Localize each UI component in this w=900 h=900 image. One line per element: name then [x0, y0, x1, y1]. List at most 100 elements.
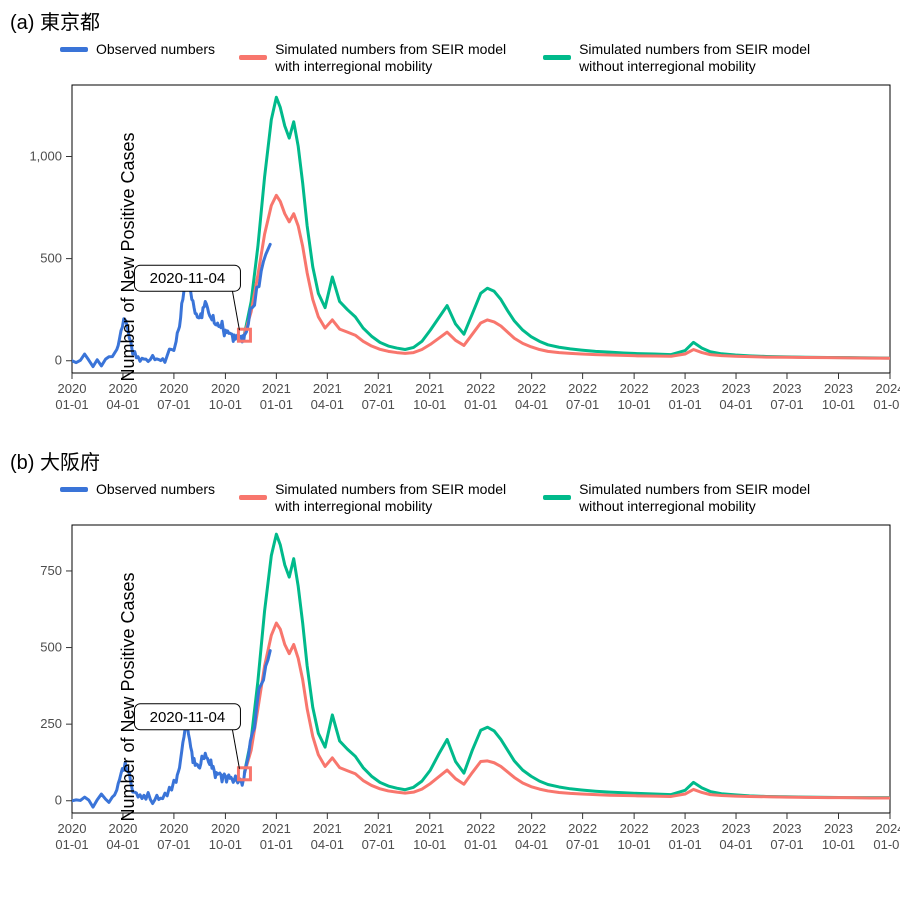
svg-text:01-01: 01-01 [260, 397, 293, 412]
svg-text:2020: 2020 [108, 381, 137, 396]
legend-label: Simulated numbers from SEIR model with i… [275, 41, 519, 75]
svg-text:04-01: 04-01 [311, 837, 344, 852]
svg-text:01-01: 01-01 [260, 837, 293, 852]
panel-a: (a) 東京都 Observed numbers Simulated number… [0, 6, 900, 437]
panel-a-legend: Observed numbers Simulated numbers from S… [0, 35, 900, 77]
legend-swatch [543, 495, 571, 500]
svg-text:01-01: 01-01 [464, 397, 497, 412]
svg-text:500: 500 [40, 639, 62, 654]
legend-item: Simulated numbers from SEIR model with i… [239, 481, 519, 515]
svg-text:10-01: 10-01 [209, 837, 242, 852]
svg-text:2021: 2021 [262, 821, 291, 836]
legend-label: Simulated numbers from SEIR model with i… [275, 481, 519, 515]
svg-text:2022: 2022 [620, 821, 649, 836]
svg-text:2022: 2022 [517, 381, 546, 396]
svg-text:2021: 2021 [415, 821, 444, 836]
legend-label: Observed numbers [96, 481, 215, 498]
svg-text:07-01: 07-01 [770, 397, 803, 412]
svg-text:04-01: 04-01 [106, 837, 139, 852]
y-axis: 0 250 500 750 [40, 563, 72, 808]
series-observed_end [244, 650, 270, 773]
y-axis: 0 500 1,000 [29, 148, 72, 367]
x-axis: 202001-01202004-01202007-01202010-012021… [55, 813, 900, 852]
svg-text:04-01: 04-01 [719, 397, 752, 412]
svg-text:2022: 2022 [568, 821, 597, 836]
panel-a-chart-wrap: Number of New Positive Cases 0 500 1,000 20… [0, 77, 900, 437]
svg-text:2023: 2023 [671, 821, 700, 836]
svg-text:2020: 2020 [159, 381, 188, 396]
svg-text:10-01: 10-01 [618, 837, 651, 852]
svg-text:750: 750 [40, 563, 62, 578]
svg-text:10-01: 10-01 [209, 397, 242, 412]
svg-text:2023: 2023 [722, 381, 751, 396]
svg-text:2022: 2022 [568, 381, 597, 396]
svg-text:2022: 2022 [466, 821, 495, 836]
svg-text:2021: 2021 [262, 381, 291, 396]
series-group [72, 534, 890, 807]
svg-text:01-01: 01-01 [55, 837, 88, 852]
panel-a-title: (a) 東京都 [0, 6, 900, 35]
svg-text:1,000: 1,000 [29, 148, 62, 163]
series-sim_with [244, 195, 890, 358]
svg-text:07-01: 07-01 [362, 837, 395, 852]
svg-text:10-01: 10-01 [822, 397, 855, 412]
plot-border [72, 525, 890, 813]
svg-text:04-01: 04-01 [106, 397, 139, 412]
callout-leader [232, 729, 239, 768]
svg-text:2020: 2020 [159, 821, 188, 836]
legend-swatch [239, 55, 267, 60]
svg-text:01-01: 01-01 [668, 837, 701, 852]
legend-item: Simulated numbers from SEIR model withou… [543, 41, 823, 75]
legend-label: Observed numbers [96, 41, 215, 58]
series-observed [72, 725, 244, 806]
svg-text:2020: 2020 [211, 821, 240, 836]
legend-item: Simulated numbers from SEIR model with i… [239, 41, 519, 75]
legend-swatch [60, 47, 88, 52]
svg-text:2023: 2023 [773, 821, 802, 836]
series-sim_with [244, 623, 890, 798]
svg-text:2023: 2023 [773, 381, 802, 396]
svg-text:0: 0 [55, 352, 62, 367]
svg-text:04-01: 04-01 [515, 837, 548, 852]
svg-text:10-01: 10-01 [618, 397, 651, 412]
svg-text:0: 0 [55, 792, 62, 807]
svg-text:2023: 2023 [671, 381, 700, 396]
legend-swatch [239, 495, 267, 500]
svg-text:2021: 2021 [313, 821, 342, 836]
svg-text:2020: 2020 [211, 381, 240, 396]
svg-text:2021: 2021 [313, 381, 342, 396]
svg-text:2023: 2023 [824, 381, 853, 396]
svg-text:07-01: 07-01 [566, 397, 599, 412]
svg-text:01-01: 01-01 [55, 397, 88, 412]
svg-text:250: 250 [40, 716, 62, 731]
x-axis: 202001-01202004-01202007-01202010-012021… [55, 373, 900, 412]
panel-b-title: (b) 大阪府 [0, 446, 900, 475]
svg-text:2022: 2022 [517, 821, 546, 836]
svg-text:2023: 2023 [824, 821, 853, 836]
legend-item: Observed numbers [60, 41, 215, 58]
svg-text:2022: 2022 [620, 381, 649, 396]
svg-text:500: 500 [40, 250, 62, 265]
svg-text:01-01: 01-01 [873, 397, 900, 412]
panel-b-ylabel: Number of New Positive Cases [118, 572, 139, 821]
svg-text:07-01: 07-01 [770, 837, 803, 852]
series-sim_without [244, 534, 890, 797]
svg-text:2021: 2021 [364, 381, 393, 396]
svg-text:10-01: 10-01 [413, 837, 446, 852]
legend-swatch [60, 487, 88, 492]
svg-text:2021: 2021 [415, 381, 444, 396]
svg-text:07-01: 07-01 [157, 397, 190, 412]
svg-text:07-01: 07-01 [157, 837, 190, 852]
panel-a-ylabel: Number of New Positive Cases [118, 132, 139, 381]
svg-text:2021: 2021 [364, 821, 393, 836]
svg-text:2024: 2024 [876, 821, 900, 836]
svg-text:2020: 2020 [58, 381, 87, 396]
svg-text:01-01: 01-01 [668, 397, 701, 412]
page: (a) 東京都 Observed numbers Simulated number… [0, 0, 900, 900]
svg-text:2020: 2020 [58, 821, 87, 836]
legend-item: Observed numbers [60, 481, 215, 498]
callout-leader [232, 291, 239, 330]
panel-b: (b) 大阪府 Observed numbers Simulated number… [0, 446, 900, 877]
svg-text:10-01: 10-01 [822, 837, 855, 852]
svg-text:04-01: 04-01 [311, 397, 344, 412]
